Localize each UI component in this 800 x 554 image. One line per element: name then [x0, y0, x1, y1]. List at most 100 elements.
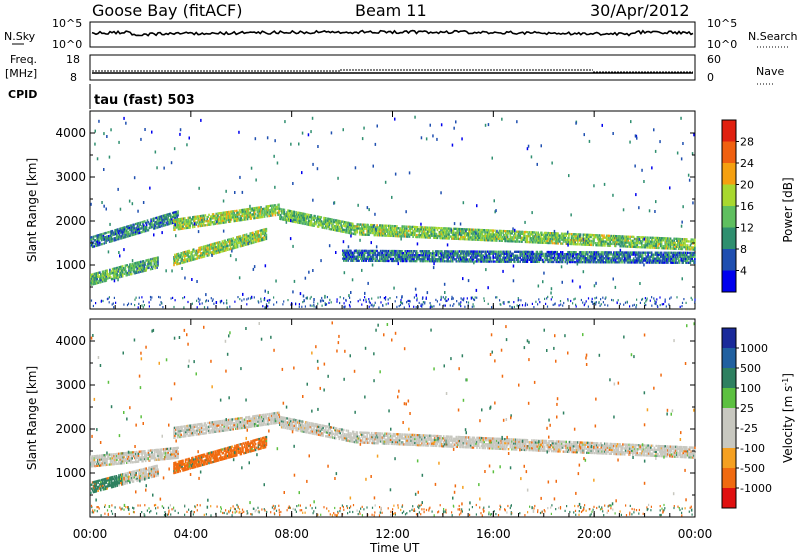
range-cell: [153, 225, 156, 228]
range-cell: [335, 221, 338, 224]
range-cell: [329, 222, 332, 225]
range-cell: [547, 235, 549, 239]
range-cell: [655, 236, 657, 240]
range-cell: [191, 258, 193, 262]
range-cell: [531, 258, 533, 261]
range-cell: [241, 218, 243, 222]
range-cell: [403, 257, 405, 261]
range-cell: [145, 225, 148, 228]
range-cell: [668, 243, 670, 246]
range-cell: [115, 267, 118, 270]
range-cell: [202, 216, 205, 219]
range-cell: [98, 237, 100, 241]
range-cell: [480, 228, 483, 232]
range-cell: [346, 249, 349, 252]
range-cell: [228, 212, 231, 215]
range-cell: [383, 230, 386, 233]
range-cell: [147, 229, 150, 232]
range-cell: [514, 260, 516, 263]
range-cell: [476, 250, 478, 253]
range-cell: [298, 221, 301, 224]
range-cell: [690, 240, 693, 243]
range-cell: [578, 253, 580, 256]
range-cell: [471, 260, 474, 263]
range-cell: [488, 237, 491, 240]
range-cell: [111, 229, 114, 233]
freq-panel: Freq. [MHz] 18 8 60 0 Nave: [5, 53, 784, 85]
range-cell: [469, 260, 471, 263]
range-cell: [132, 264, 135, 267]
range-cell: [459, 250, 461, 253]
range-cell: [211, 215, 214, 218]
range-cell: [573, 239, 576, 242]
range-cell: [550, 252, 552, 256]
range-cell: [202, 245, 205, 248]
range-cell: [445, 256, 448, 259]
range-cell: [515, 256, 518, 259]
range-cell: [408, 257, 411, 261]
range-cell: [577, 241, 579, 244]
range-cell: [244, 233, 246, 237]
range-cell: [205, 248, 208, 252]
range-cell: [549, 252, 551, 256]
range-cell: [124, 232, 126, 235]
range-cell: [301, 222, 304, 225]
range-cell: [403, 253, 405, 257]
range-cell: [451, 260, 453, 263]
range-cell: [362, 253, 365, 256]
range-cell: [412, 229, 414, 233]
range-cell: [605, 234, 608, 237]
range-cell: [618, 237, 621, 240]
range-cell: [110, 278, 113, 281]
noise-right-tick-bottom: 10^0: [707, 38, 737, 51]
range-cell: [606, 253, 609, 256]
range-cell: [406, 231, 409, 234]
range-cell: [135, 222, 137, 226]
range-cell: [450, 258, 452, 261]
range-cell: [129, 267, 131, 270]
range-cell: [480, 252, 483, 255]
range-cell: [247, 209, 250, 213]
range-cell: [337, 221, 340, 224]
range-cell: [332, 228, 334, 231]
range-cell: [217, 243, 219, 246]
range-cell: [579, 239, 582, 242]
range-cell: [415, 229, 417, 233]
range-cell: [433, 230, 436, 233]
range-cell: [135, 228, 137, 232]
range-cell: [343, 259, 345, 262]
range-cell: [126, 233, 129, 236]
range-cell: [199, 250, 201, 253]
range-cell: [210, 215, 212, 218]
range-cell: [236, 213, 238, 216]
range-cell: [396, 229, 398, 232]
range-cell: [553, 238, 556, 241]
range-cell: [370, 257, 373, 260]
range-cell: [533, 239, 536, 242]
range-cell: [192, 217, 195, 221]
range-cell: [345, 259, 348, 262]
range-cell: [201, 222, 203, 225]
range-cell: [509, 256, 512, 259]
range-cell: [563, 256, 566, 260]
range-cell: [150, 218, 152, 221]
range-cell: [406, 254, 409, 257]
range-cell: [298, 215, 301, 219]
range-cell: [178, 256, 181, 259]
range-cell: [231, 239, 234, 242]
range-cell: [117, 238, 119, 241]
range-cell: [124, 226, 126, 229]
range-cell: [375, 226, 377, 229]
range-cell: [426, 226, 429, 229]
range-cell: [278, 203, 280, 206]
range-cell: [127, 235, 130, 238]
range-cell: [372, 228, 375, 231]
range-cell: [238, 237, 241, 240]
range-cell: [610, 234, 612, 238]
range-cell: [537, 254, 539, 258]
range-cell: [436, 234, 439, 238]
noise-trace: [91, 29, 694, 37]
range-cell: [649, 244, 651, 247]
range-cell: [234, 242, 236, 245]
range-cell: [145, 267, 147, 270]
